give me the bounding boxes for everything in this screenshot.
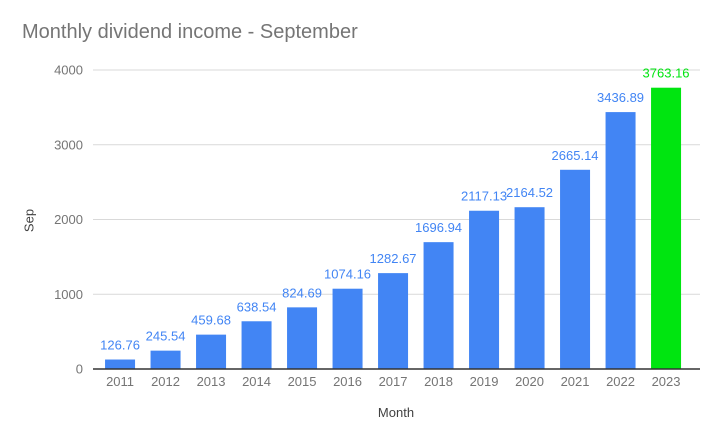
y-axis-title: Sep	[21, 208, 37, 233]
x-tick-label: 2015	[288, 374, 317, 389]
x-tick-label: 2011	[106, 374, 134, 389]
bar-2011	[105, 359, 136, 369]
x-tick-label: 2018	[424, 374, 453, 389]
bar-value-label: 2665.14	[552, 148, 599, 163]
bar-value-label: 126.76	[100, 338, 140, 353]
y-tick-label: 1000	[54, 287, 83, 302]
bar-2014	[241, 321, 272, 369]
x-tick-label: 2019	[470, 374, 499, 389]
y-tick-label: 3000	[54, 137, 83, 152]
y-tick-label: 0	[76, 362, 83, 377]
x-tick-label: 2017	[379, 374, 408, 389]
bar-value-label: 638.54	[237, 299, 277, 314]
x-tick-label: 2016	[333, 374, 362, 389]
bar-2019	[469, 210, 500, 369]
bar-2021	[560, 169, 591, 369]
bar-2022	[605, 112, 636, 370]
x-tick-label: 2013	[197, 374, 226, 389]
x-tick-label: 2012	[151, 374, 180, 389]
chart-title: Monthly dividend income - September	[22, 21, 358, 43]
bar-value-label: 3763.16	[643, 66, 690, 81]
bar-value-label: 1696.94	[415, 220, 462, 235]
bar-2018	[423, 242, 454, 369]
bar-2013	[196, 334, 227, 369]
bar-value-label: 1074.16	[324, 267, 371, 282]
x-tick-label: 2014	[242, 374, 271, 389]
bar-value-label: 3436.89	[597, 90, 644, 105]
bar-value-label: 459.68	[191, 313, 231, 328]
bar-value-label: 245.54	[146, 329, 186, 344]
bar-value-label: 1282.67	[370, 251, 417, 266]
bar-2016	[332, 288, 363, 369]
x-axis-title: Month	[377, 405, 415, 420]
bar-2020	[514, 207, 545, 369]
x-tick-label: 2020	[515, 374, 544, 389]
bar-2015	[287, 307, 318, 369]
bar-2012	[150, 350, 181, 369]
y-tick-label: 2000	[54, 212, 83, 227]
bar-2017	[378, 273, 409, 369]
x-tick-label: 2021	[561, 374, 590, 389]
bar-2023	[651, 87, 682, 369]
bar-value-label: 2164.52	[506, 185, 553, 200]
x-tick-label: 2023	[652, 374, 681, 389]
x-tick-label: 2022	[606, 374, 635, 389]
y-tick-label: 4000	[54, 63, 83, 78]
bar-value-label: 824.69	[282, 285, 322, 300]
bar-value-label: 2117.13	[461, 189, 507, 204]
